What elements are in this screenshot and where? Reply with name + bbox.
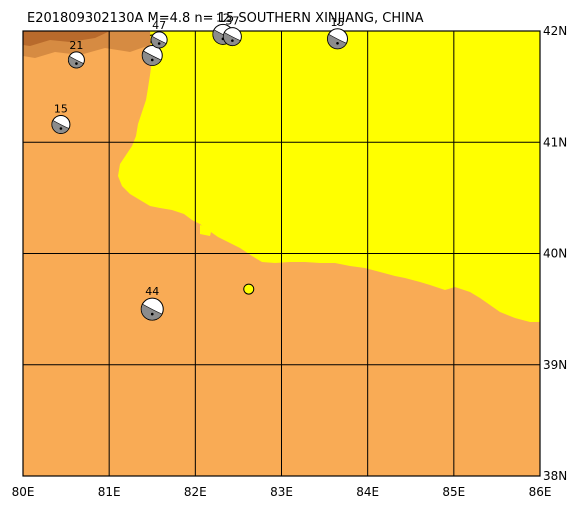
beachball-icon: 15 <box>51 102 71 134</box>
beachball-quadrant <box>51 119 70 134</box>
event-label: 15 <box>54 102 68 115</box>
desert-area <box>118 31 540 322</box>
map-frame <box>22 30 541 477</box>
longitude-label: 80E <box>12 485 35 499</box>
longitude-label: 84E <box>356 485 379 499</box>
graticule <box>23 31 540 476</box>
longitude-label: 86E <box>529 485 552 499</box>
event-label: 37 <box>225 15 239 28</box>
epicenter-icon <box>243 283 255 295</box>
beachball-axis-dot <box>231 39 234 42</box>
beachball-axis-dot <box>150 312 154 316</box>
longitude-label: 85E <box>442 485 465 499</box>
beachball-quadrant <box>141 50 162 66</box>
beachball-icon: 15 <box>327 16 349 50</box>
event-label: 44 <box>145 285 159 298</box>
beachball-icon: 21 <box>67 39 85 69</box>
beachball-axis-dot <box>157 42 161 45</box>
longitude-labels: 80E 81E 82E 83E 84E 85E 86E <box>12 485 552 499</box>
longitude-label: 82E <box>184 485 207 499</box>
longitude-label: 81E <box>98 485 121 499</box>
desert-islet <box>200 225 212 236</box>
beachball-quadrant <box>140 303 163 321</box>
beachball-icon: 37 <box>222 15 242 47</box>
beachball-quadrant <box>68 55 84 69</box>
map-title: E201809302130A M=4.8 n= 15 SOUTHERN XINJ… <box>27 11 424 26</box>
latitude-label: 38N <box>543 469 567 483</box>
beachball-axis-dot <box>59 127 63 130</box>
latitude-label: 42N <box>543 24 567 38</box>
event-label: 12 <box>216 11 230 24</box>
beachball-axis-dot <box>75 62 78 65</box>
event-label: 15 <box>331 16 345 29</box>
latitude-labels: 42N 41N 40N 39N 38N <box>543 24 567 483</box>
latitude-label: 39N <box>543 358 567 372</box>
longitude-label: 83E <box>270 485 293 499</box>
beachball-axis-dot <box>336 41 339 45</box>
beachball-icon: 44 <box>140 285 164 321</box>
event-markers: 211471237151544 <box>51 11 349 321</box>
latitude-label: 40N <box>543 247 567 261</box>
beachball-icon: 47 <box>150 19 168 49</box>
beachball-quadrant <box>223 32 241 46</box>
event-label: 21 <box>69 39 83 52</box>
beachball-quadrant <box>150 35 167 49</box>
event-label: 47 <box>152 19 166 32</box>
beachball-quadrant <box>327 33 347 50</box>
beachball-axis-dot <box>150 58 154 62</box>
latitude-label: 41N <box>543 135 567 149</box>
